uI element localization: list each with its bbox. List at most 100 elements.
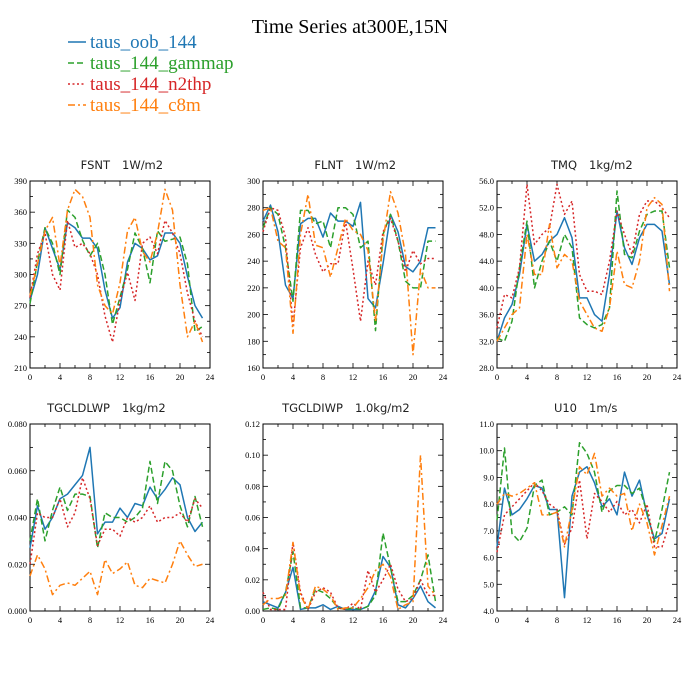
y-tick-label: 0.06 [245,513,260,523]
y-tick-label: 56.0 [479,176,494,186]
chart-panel-flnt: FLNT 1W/m2 160 180 200 220 240 260 280 300 0 4 8 12 16… [247,158,448,382]
series-line-taus_144_gammap [496,441,671,543]
y-tick-label: 240 [247,256,260,266]
legend-item: taus_144_c8m [68,95,201,116]
panel-title-variable: FLNT [314,158,344,172]
x-tick-label: 0 [261,372,265,382]
series-line-taus_144_n2thp [262,541,436,611]
x-tick-label: 20 [643,372,652,382]
panel-title-units: 1m/s [589,401,617,415]
plot-frame [262,423,444,612]
legend: taus_oob_144taus_144_gammaptaus_144_n2th… [68,32,234,116]
chart-panel-tmq: TMQ 1kg/m2 28.0 32.0 36.0 40.0 44.0 48.0 52.0 56.… [479,158,682,382]
x-tick-label: 0 [495,615,499,625]
chart-panel-u10: U10 1m/s 4.0 5.0 6.0 7.0 8.0 9.0 10.0 11.0 0 4 8 12 16… [479,401,682,625]
legend-label: taus_144_gammap [90,53,234,74]
y-tick-label: 300 [14,270,27,280]
y-tick-label: 160 [247,363,260,373]
y-tick-label: 240 [14,332,27,342]
y-tick-label: 10.0 [479,446,494,456]
legend-label: taus_oob_144 [90,32,197,53]
y-tick-label: 180 [247,336,260,346]
chart-panel-tgcldlwp: TGCLDLWP 1kg/m2 0.000 0.020 0.040 0.060 0.080 0… [8,401,215,625]
series-line-taus_144_gammap [29,209,203,333]
y-tick-label: 0.040 [8,513,27,523]
y-tick-label: 32.0 [479,336,494,346]
panel-title-variable: FSNT [81,158,111,172]
y-tick-label: 52.0 [479,203,494,213]
x-tick-label: 8 [555,615,559,625]
panel-title-variable: U10 [554,401,577,415]
y-tick-label: 390 [14,176,27,186]
y-tick-label: 200 [247,310,260,320]
series-line-taus_oob_144 [262,555,436,611]
panel-title-variable: TMQ [550,158,577,172]
series-line-taus_oob_144 [496,465,671,599]
legend-item: taus_144_gammap [68,53,234,74]
y-tick-label: 0.02 [245,575,260,585]
series-line-taus_144_n2thp [29,219,204,343]
panel-title-units: 1W/m2 [355,158,396,172]
panel-title-units: 1W/m2 [122,158,163,172]
legend-item: taus_oob_144 [68,32,197,53]
series-line-taus_144_c8m [496,452,671,556]
x-tick-label: 16 [146,372,155,382]
series-line-taus_144_c8m [496,196,671,342]
y-tick-label: 0.020 [8,559,27,569]
series-line-taus_144_c8m [29,540,203,596]
legend-item: taus_144_n2thp [68,74,211,95]
y-tick-label: 0.08 [245,481,260,491]
plot-frame [29,180,211,369]
x-tick-label: 4 [291,615,296,625]
y-tick-label: 9.0 [483,472,494,482]
y-tick-label: 0.000 [8,606,27,616]
x-tick-label: 4 [58,372,63,382]
y-tick-label: 260 [247,229,260,239]
chart-panel-fsnt: FSNT 1W/m2 210 240 270 300 330 360 390 0 4 8 12 16 20 2… [14,158,215,382]
y-tick-label: 6.0 [483,553,494,563]
plot-frame [496,423,678,612]
x-tick-label: 0 [261,615,265,625]
y-tick-label: 270 [14,301,27,311]
chart-panel-tgcldiwp: TGCLDIWP 1.0kg/m2 0.00 0.02 0.04 0.06 0.08 0.10… [245,401,448,625]
y-tick-label: 220 [247,283,260,293]
series-line-taus_144_gammap [29,460,204,549]
x-tick-label: 8 [321,372,325,382]
series-line-taus_144_c8m [262,454,437,611]
x-tick-label: 4 [525,615,530,625]
y-tick-label: 36.0 [479,310,494,320]
y-tick-label: 40.0 [479,283,494,293]
x-tick-label: 12 [116,615,125,625]
series-line-taus_144_n2thp [496,479,671,553]
series-line-taus_144_c8m [29,188,204,343]
x-tick-label: 24 [206,615,215,625]
x-tick-label: 24 [673,372,682,382]
y-tick-label: 0.10 [245,450,260,460]
x-tick-label: 24 [673,615,682,625]
legend-label: taus_144_c8m [90,95,201,116]
y-tick-label: 0.060 [8,466,27,476]
y-tick-label: 4.0 [483,606,494,616]
y-tick-label: 360 [14,207,27,217]
x-tick-label: 4 [525,372,530,382]
x-tick-label: 0 [495,372,499,382]
y-tick-label: 0.00 [245,606,260,616]
x-tick-label: 16 [379,372,388,382]
x-tick-label: 24 [439,615,448,625]
y-tick-label: 11.0 [479,419,494,429]
y-tick-label: 5.0 [483,579,494,589]
y-tick-label: 210 [14,363,27,373]
x-tick-label: 12 [349,615,358,625]
plot-frame [496,180,678,369]
panel-title-units: 1kg/m2 [122,401,166,415]
y-tick-label: 8.0 [483,499,494,509]
x-tick-label: 12 [583,615,592,625]
y-tick-label: 0.04 [245,544,261,554]
y-tick-label: 0.080 [8,419,27,429]
legend-label: taus_144_n2thp [90,74,211,95]
x-tick-label: 16 [146,615,155,625]
series-line-taus_144_c8m [262,190,436,356]
x-tick-label: 16 [613,615,622,625]
x-tick-label: 8 [321,615,325,625]
